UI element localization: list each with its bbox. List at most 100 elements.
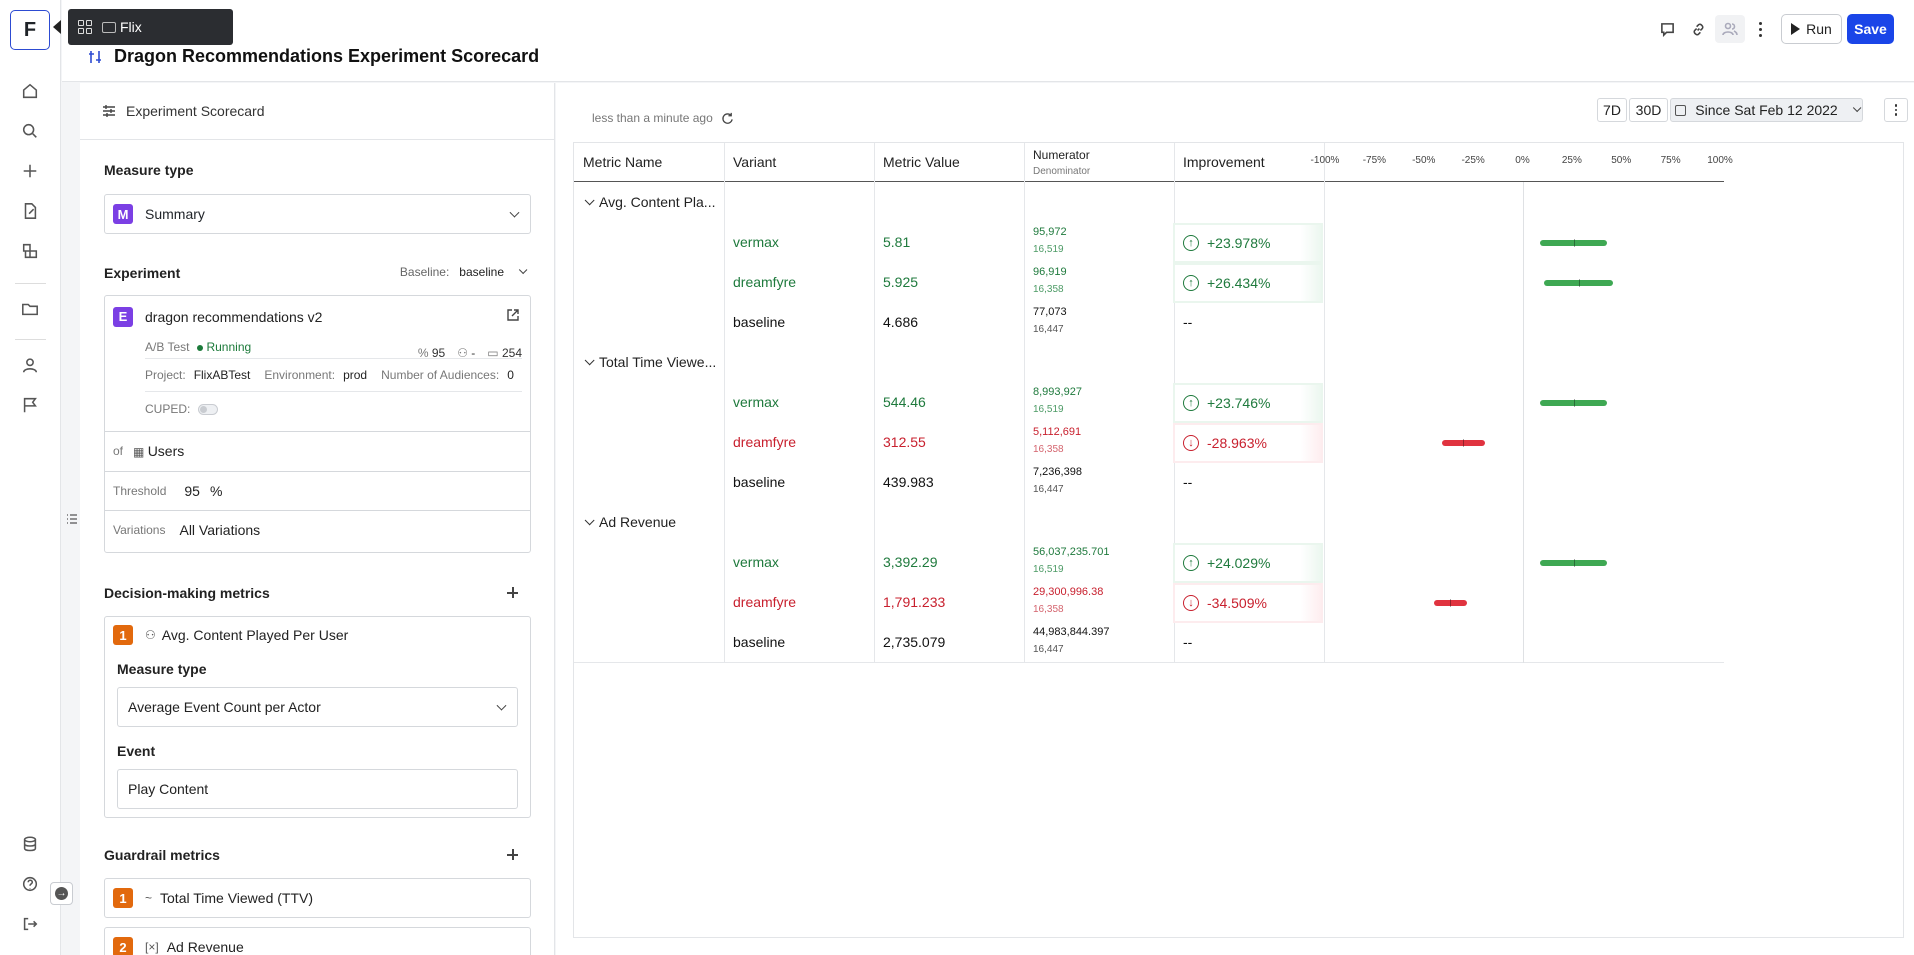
variant-name: baseline <box>733 474 786 490</box>
variant-name: dreamfyre <box>733 274 797 290</box>
variant-name: dreamfyre <box>733 594 797 610</box>
panel-header: Experiment Scorecard <box>80 83 554 140</box>
improvement-value: -- <box>1183 474 1193 490</box>
experiment-card: E dragon recommendations v2 A/B Test Run… <box>104 295 531 553</box>
confidence-interval-bar <box>1540 239 1608 247</box>
save-button[interactable]: Save <box>1847 14 1894 44</box>
baseline-select[interactable]: Baseline: baseline <box>400 265 528 279</box>
add-guardrail-metric-icon[interactable] <box>507 849 518 860</box>
metric-title[interactable]: 1 ⚇ Avg. Content Played Per User <box>113 625 348 645</box>
run-button[interactable]: Run <box>1781 14 1842 44</box>
experiments-icon[interactable] <box>20 241 40 261</box>
variant-name: vermax <box>733 234 779 250</box>
experiment-meta-row: Project: FlixABTest Environment: prod Numb… <box>145 368 514 382</box>
threshold-input[interactable]: 95 <box>184 483 200 499</box>
axis-tick-label: 0% <box>1515 155 1530 166</box>
metric-value: 3,392.29 <box>883 554 938 570</box>
breadcrumb[interactable]: Flix <box>68 9 233 45</box>
calendar-icon <box>1675 104 1687 116</box>
axis-tick-label: 25% <box>1561 155 1582 166</box>
guardrail-metric-item[interactable]: 2 [×] Ad Revenue <box>104 927 531 955</box>
more-icon[interactable] <box>1752 18 1768 40</box>
axis-tick-label: -25% <box>1461 155 1485 166</box>
arrow-up-icon: ↑ <box>1183 395 1199 411</box>
range-30d-button[interactable]: 30D <box>1629 98 1668 122</box>
improvement-value: -- <box>1183 314 1193 330</box>
chevron-down-icon <box>584 194 595 205</box>
count-stat: ▭ 254 <box>487 346 522 360</box>
metric-value: 544.46 <box>883 394 926 410</box>
collapse-caret-icon[interactable] <box>53 20 61 34</box>
folder-icon <box>102 21 116 33</box>
add-decision-metric-icon[interactable] <box>507 587 518 598</box>
measure-type-select[interactable]: M Summary <box>104 194 531 234</box>
variations-row[interactable]: Variations All Variations <box>105 510 530 549</box>
numerator-denominator: 7,236,398 16,447 <box>1033 466 1082 495</box>
metric-measure-select[interactable]: Average Event Count per Actor <box>117 687 518 727</box>
home-icon[interactable] <box>20 81 40 101</box>
breadcrumb-item[interactable]: Flix <box>120 19 142 35</box>
expand-panel-button[interactable]: → <box>50 882 73 905</box>
logout-icon[interactable] <box>20 914 40 934</box>
sliders-icon <box>103 105 115 117</box>
last-updated: less than a minute ago <box>592 111 734 125</box>
guardrail-metric-item[interactable]: 1 ~ Total Time Viewed (TTV) <box>104 878 531 918</box>
metric-group-toggle[interactable]: Ad Revenue <box>584 514 676 530</box>
date-range-select[interactable]: Since Sat Feb 12 2022 <box>1670 98 1863 122</box>
app-logo[interactable]: F <box>10 10 50 50</box>
col-improvement[interactable]: Improvement <box>1174 143 1324 182</box>
scorecard-table: Metric Name Variant Metric Value Numerat… <box>573 142 1904 938</box>
metric-index-badge: 1 <box>113 625 133 645</box>
user-icon[interactable] <box>20 355 40 375</box>
measure-type-value: Summary <box>145 206 205 222</box>
col-numerator[interactable]: Numerator Denominator <box>1024 143 1174 182</box>
arrow-right-icon: → <box>55 887 68 900</box>
unit-row[interactable]: of ▦ Users <box>105 431 530 470</box>
col-metric-value[interactable]: Metric Value <box>874 143 1024 182</box>
event-input[interactable]: Play Content <box>117 769 518 809</box>
chevron-down-icon <box>1852 103 1862 113</box>
share-users-icon[interactable] <box>1715 15 1745 43</box>
experiment-badge: E <box>113 306 133 327</box>
col-metric-name[interactable]: Metric Name <box>574 143 724 182</box>
edit-document-icon[interactable] <box>20 201 40 221</box>
decision-metrics-label: Decision-making metrics <box>104 585 270 601</box>
formula-icon: [×] <box>145 940 159 954</box>
user-metric-icon: ⚇ <box>145 628 156 642</box>
col-variant[interactable]: Variant <box>724 143 874 182</box>
cuped-toggle[interactable] <box>198 403 219 415</box>
threshold-row[interactable]: Threshold 95 % <box>105 471 530 510</box>
unit-value: ▦ Users <box>133 443 185 459</box>
rail-divider <box>15 339 46 340</box>
comment-icon[interactable] <box>1659 18 1675 40</box>
plus-icon[interactable] <box>20 161 40 181</box>
guardrail-metrics-label: Guardrail metrics <box>104 847 220 863</box>
numerator-denominator: 29,300,996.38 16,358 <box>1033 586 1104 615</box>
list-icon[interactable] <box>66 513 78 525</box>
external-link-icon[interactable] <box>506 308 520 322</box>
variations-value: All Variations <box>179 522 261 538</box>
flag-icon[interactable] <box>20 395 40 415</box>
numerator-denominator: 95,972 16,519 <box>1033 226 1067 255</box>
search-icon[interactable] <box>20 121 40 141</box>
refresh-icon[interactable] <box>721 112 734 125</box>
table-more-icon[interactable] <box>1884 98 1908 122</box>
audience-stat: ⚇ - <box>457 346 476 360</box>
confidence-interval-bar <box>1441 439 1485 447</box>
chevron-down-icon <box>496 700 507 711</box>
improvement-value: -- <box>1183 634 1193 650</box>
arrow-up-icon: ↑ <box>1183 555 1199 571</box>
link-icon[interactable] <box>1690 18 1706 40</box>
numerator-denominator: 44,983,844.397 16,447 <box>1033 626 1110 655</box>
range-7d-button[interactable]: 7D <box>1597 98 1627 122</box>
metric-group-toggle[interactable]: Total Time Viewe... <box>584 354 716 370</box>
database-icon[interactable] <box>20 834 40 854</box>
folder-icon[interactable] <box>20 299 40 319</box>
axis-tick-label: 100% <box>1707 155 1733 166</box>
line-chart-icon: ~ <box>145 891 153 905</box>
scorecard-icon <box>89 51 101 63</box>
numerator-denominator: 8,993,927 16,519 <box>1033 386 1082 415</box>
metric-group-toggle[interactable]: Avg. Content Pla... <box>584 194 715 210</box>
help-icon[interactable] <box>20 874 40 894</box>
experiment-selector[interactable]: E dragon recommendations v2 <box>105 296 530 337</box>
